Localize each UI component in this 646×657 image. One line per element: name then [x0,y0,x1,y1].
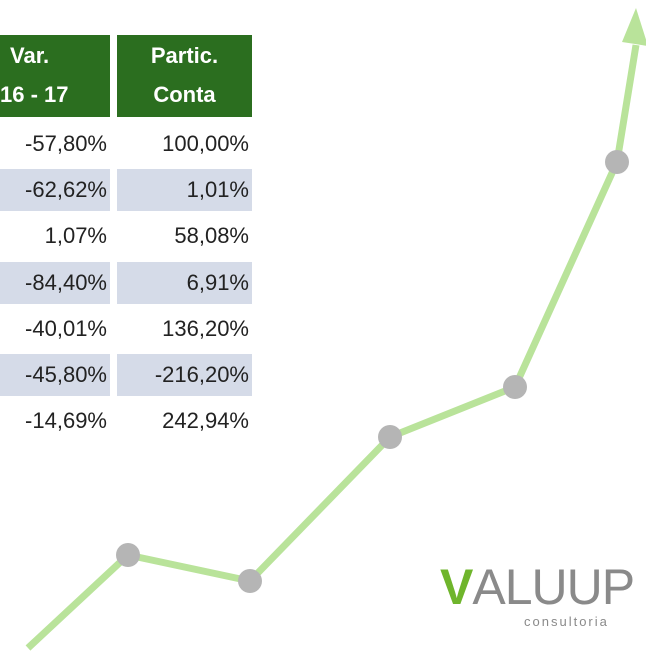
table-cell: -45,80% [0,354,110,396]
header-text: 16 - 17 [0,82,69,107]
arrow-head [622,8,646,46]
logo-name: VALUUP [440,559,635,615]
header-cell: Partic. Conta [117,35,252,117]
header-text: Partic. [150,43,219,68]
logo: VALUUP consultoria [440,558,646,638]
table-cell: 100,00% [117,123,252,165]
table-cell: -57,80% [0,123,110,165]
table-cell: 58,08% [117,215,252,258]
table-cell: -84,40% [0,261,110,304]
table-cell: 136,20% [117,307,252,350]
header-cell: Var. 16 - 17 [0,35,110,117]
table-cell: -216,20% [117,354,252,396]
table-cell: 1,07% [0,215,110,258]
table-cell: -40,01% [0,307,110,350]
dots [116,150,629,593]
header-text: Conta [153,82,216,107]
logo-tagline: consultoria [524,614,609,629]
table-cell: 1,01% [117,169,252,212]
table-cell: -62,62% [0,169,110,212]
table-cell: 6,91% [117,261,252,304]
header-text: Var. [10,43,50,68]
table-cell: -14,69% [0,400,110,443]
table-cell: 242,94% [117,400,252,443]
